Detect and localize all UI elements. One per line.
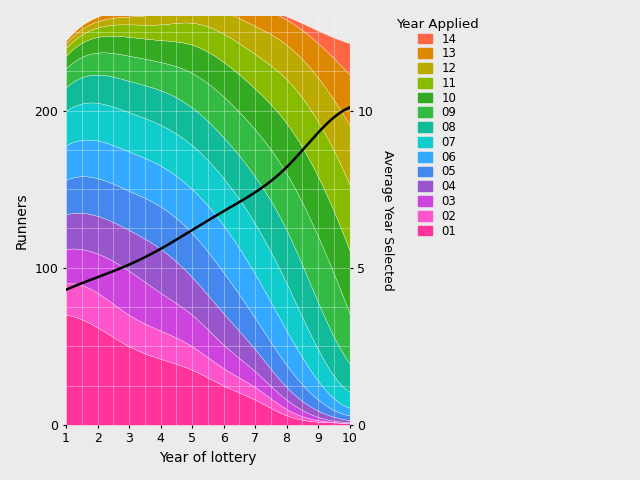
X-axis label: Year of lottery: Year of lottery [159,451,257,465]
Y-axis label: Runners: Runners [15,192,29,249]
Y-axis label: Average Year Selected: Average Year Selected [381,150,394,291]
Legend: 14, 13, 12, 11, 10, 09, 08, 07, 06, 05, 04, 03, 02, 01: 14, 13, 12, 11, 10, 09, 08, 07, 06, 05, … [392,14,482,241]
